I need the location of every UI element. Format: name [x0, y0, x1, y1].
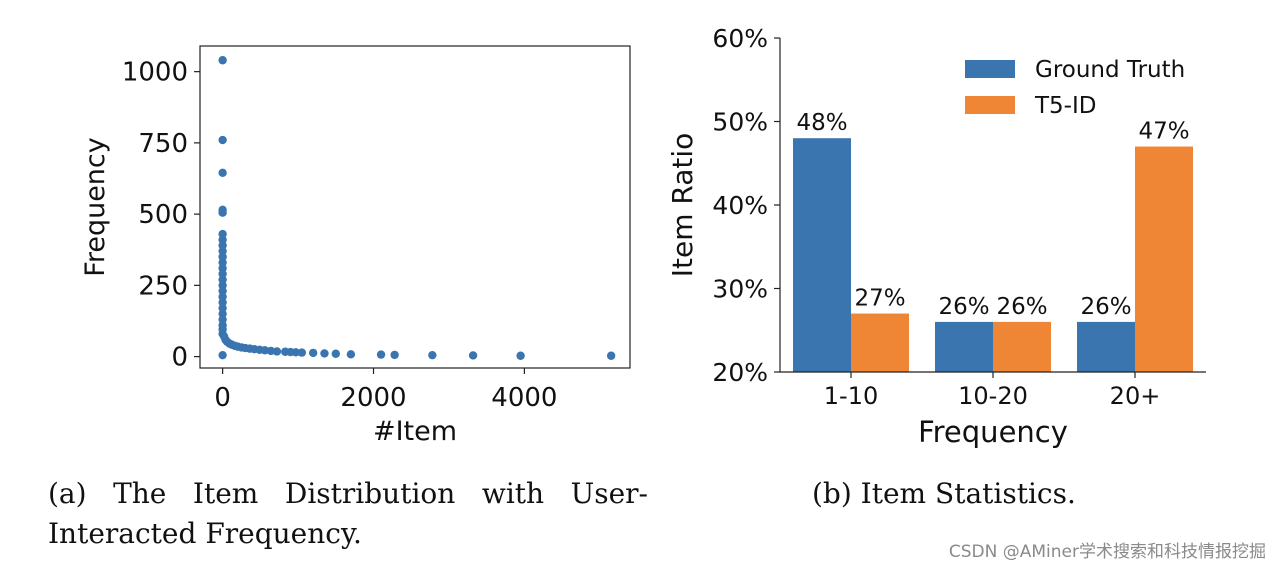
- y-tick-label: 20%: [712, 358, 768, 387]
- x-tick-label: 10-20: [958, 382, 1028, 410]
- scatter-point: [218, 56, 227, 65]
- legend-swatch: [965, 60, 1015, 78]
- legend-label: Ground Truth: [1035, 57, 1185, 83]
- scatter-point: [266, 346, 276, 356]
- bar-ground-truth: [935, 321, 993, 372]
- y-tick-label: 60%: [712, 24, 768, 53]
- scatter-point: [218, 350, 227, 360]
- scatter-point: [390, 350, 399, 360]
- y-tick-label: 750: [138, 129, 188, 159]
- y-tick-label: 30%: [712, 275, 768, 304]
- scatter-point: [260, 346, 270, 355]
- x-tick-label: 4000: [491, 383, 557, 413]
- y-tick-label: 1000: [122, 58, 188, 88]
- bar-value-label: 26%: [1080, 294, 1131, 320]
- scatter-point: [376, 350, 386, 359]
- legend-label: T5-ID: [1034, 93, 1096, 119]
- bar-value-label: 27%: [854, 286, 905, 312]
- y-tick-label: 250: [138, 271, 188, 301]
- scatter-point: [218, 168, 227, 178]
- bar-value-label: 26%: [938, 294, 989, 320]
- bar-value-label: 48%: [796, 110, 847, 136]
- caption-b: (b) Item Statistics.: [812, 477, 1076, 510]
- bar-ground-truth: [793, 138, 851, 372]
- bar-t5-id: [993, 321, 1051, 372]
- x-axis-label: Frequency: [918, 415, 1068, 449]
- scatter-point: [468, 351, 478, 360]
- x-tick-label: 1-10: [824, 382, 878, 410]
- bar-chart: 20% 30% 40% 50% 60% 48% 27% 1-10 26% 26% 10-20 26% 4…: [666, 24, 1206, 449]
- bar-value-label: 47%: [1138, 119, 1189, 145]
- scatter-point: [606, 351, 616, 360]
- x-tick-label: 20+: [1110, 382, 1161, 410]
- scatter-point: [308, 348, 318, 358]
- bar-value-label: 26%: [996, 294, 1047, 320]
- bar-t5-id: [851, 313, 909, 372]
- y-axis-label: Item Ratio: [666, 133, 699, 278]
- y-tick-label: 0: [171, 343, 188, 373]
- scatter-point: [331, 349, 340, 358]
- y-tick-label: 40%: [712, 191, 768, 220]
- legend-swatch: [965, 96, 1015, 114]
- scatter-point: [218, 135, 227, 145]
- scatter-chart: 0 2000 4000 0 250 500 750 1000 #Item Frequency: [80, 45, 631, 447]
- scatter-point: [218, 208, 227, 217]
- y-tick-label: 500: [138, 200, 188, 230]
- y-tick-label: 50%: [712, 108, 768, 137]
- x-tick-label: 0: [214, 383, 231, 413]
- caption-a: (a) The Item Distribution with User-Inte…: [48, 477, 648, 550]
- plot-frame: [199, 45, 631, 369]
- scatter-point: [291, 348, 301, 357]
- y-axis-label: Frequency: [80, 137, 111, 277]
- scatter-point: [346, 350, 356, 359]
- scatter-point: [272, 347, 282, 356]
- scatter-point: [516, 351, 525, 360]
- bar-ground-truth: [1077, 321, 1135, 372]
- scatter-point: [297, 348, 307, 357]
- scatter-point: [320, 349, 329, 358]
- scatter-point: [428, 350, 437, 360]
- x-tick-label: 2000: [340, 383, 406, 413]
- bar-t5-id: [1135, 146, 1193, 372]
- watermark: CSDN @AMiner学术搜索和科技情报挖掘: [948, 542, 1266, 562]
- x-axis-label: #Item: [373, 416, 457, 447]
